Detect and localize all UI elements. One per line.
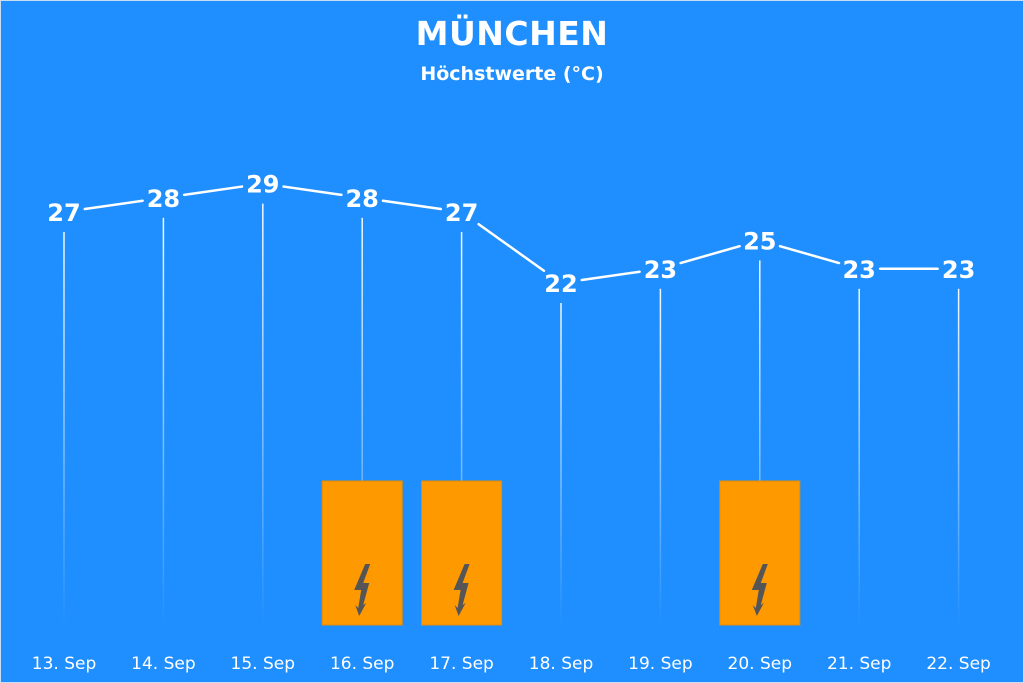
series-line-segment [182, 185, 244, 197]
value-label: 27 [445, 199, 478, 227]
series-line-segment [381, 199, 443, 211]
value-label: 22 [544, 270, 577, 298]
lightning-icon [751, 564, 768, 616]
drop-line [957, 288, 960, 625]
series-line-segment [83, 199, 144, 211]
drop-line [759, 260, 761, 625]
thunderstorm-marker [421, 480, 503, 626]
x-tick-label: 17. Sep [429, 654, 493, 674]
value-label: 23 [842, 256, 875, 284]
thunderstorm-marker [321, 480, 403, 626]
value-label: 28 [345, 185, 378, 213]
series-line-segment [477, 222, 546, 273]
value-label: 23 [942, 256, 975, 284]
x-tick-label: 22. Sep [926, 654, 990, 674]
lightning-icon [453, 564, 470, 616]
drop-line [560, 303, 562, 625]
x-tick-label: 14. Sep [131, 654, 195, 674]
value-label: 25 [743, 227, 776, 255]
value-label: 27 [47, 199, 80, 227]
series-line-segment [580, 270, 641, 282]
drop-line [659, 288, 662, 625]
drop-line [858, 288, 860, 625]
chart-subtitle: Höchstwerte (°C) [420, 63, 604, 85]
x-tick-label: 21. Sep [827, 654, 891, 674]
x-tick-label: 16. Sep [330, 654, 394, 674]
x-tick-label: 20. Sep [728, 654, 792, 674]
drop-line [361, 217, 363, 626]
x-tick-label: 15. Sep [231, 654, 295, 674]
drop-line [162, 217, 165, 626]
lightning-icon [354, 564, 371, 616]
drop-line [262, 203, 264, 625]
drop-line [63, 232, 65, 625]
value-label: 29 [246, 171, 279, 199]
x-tick-label: 19. Sep [628, 654, 692, 674]
series-line-segment [282, 185, 343, 197]
chart-title: MÜNCHEN [415, 14, 609, 53]
value-label: 28 [147, 185, 180, 213]
drop-line [460, 232, 463, 625]
series-line-segment [778, 244, 841, 265]
thunderstorm-marker [719, 480, 801, 626]
series-line-segment [679, 244, 741, 265]
x-tick-label: 18. Sep [529, 654, 593, 674]
value-label: 23 [644, 256, 677, 284]
x-tick-label: 13. Sep [32, 654, 96, 674]
